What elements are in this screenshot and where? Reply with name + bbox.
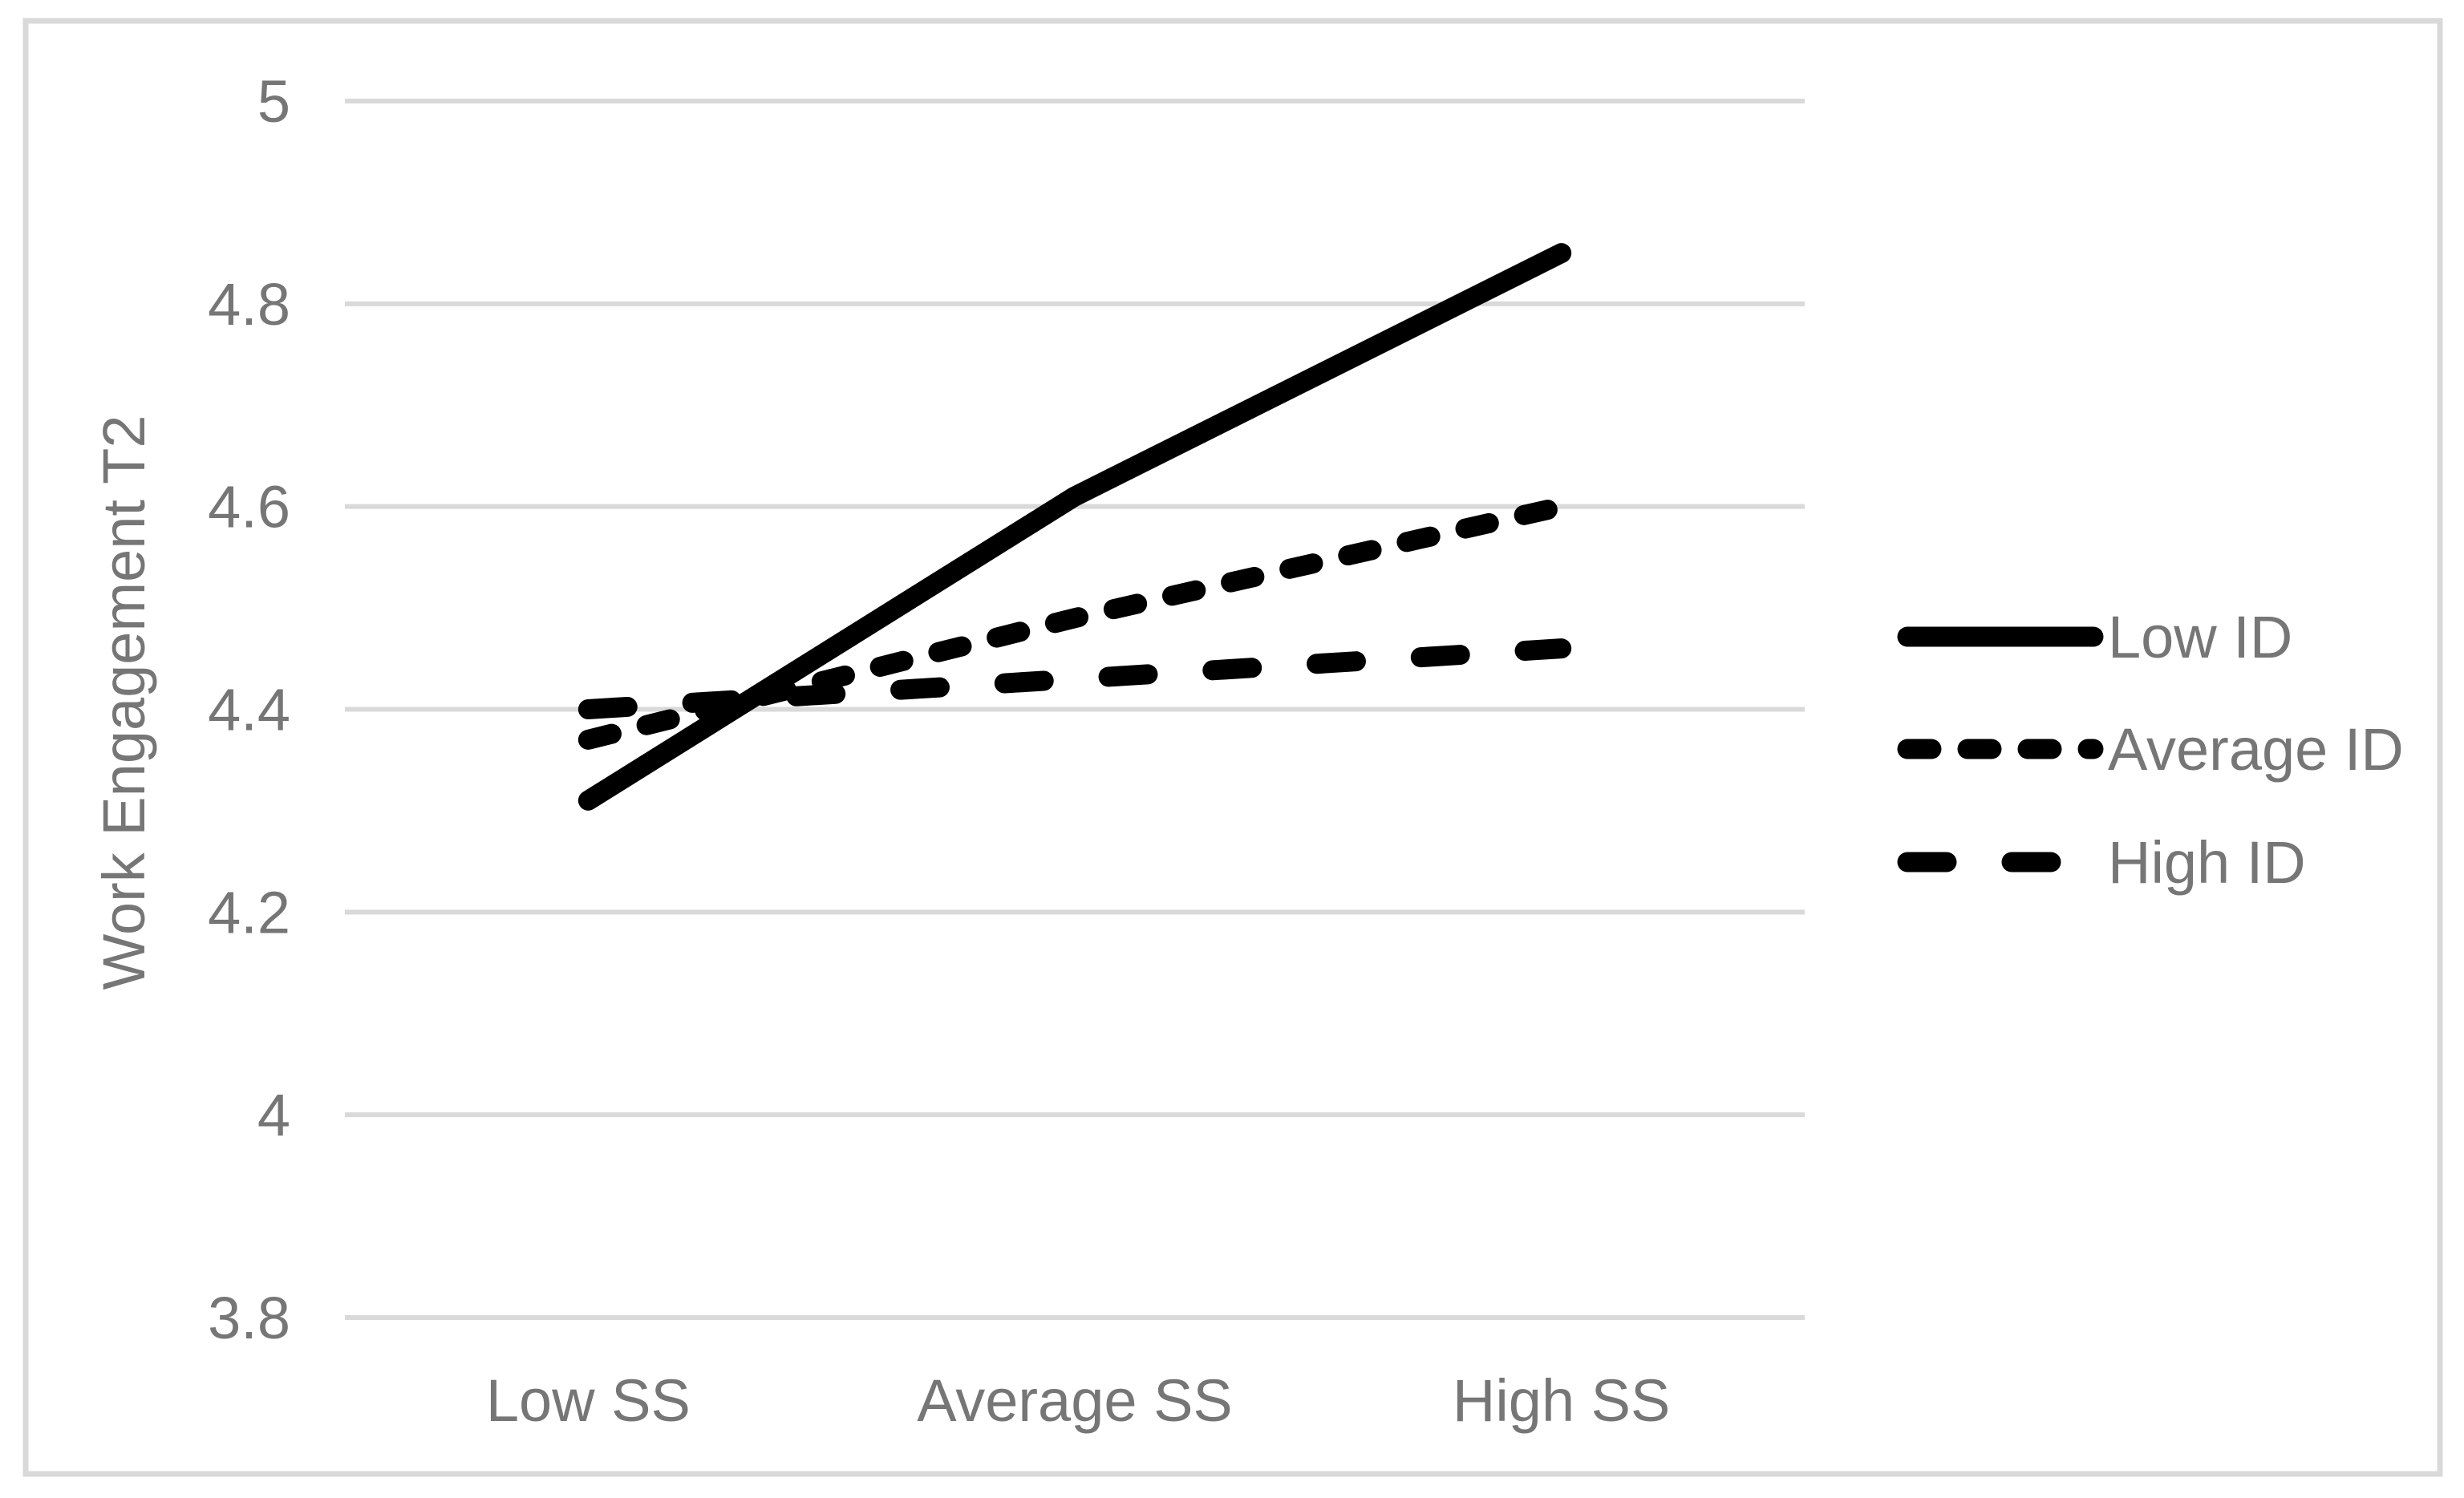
legend: Low ID Average ID High ID xyxy=(1897,604,2404,896)
y-tick-label: 4.6 xyxy=(208,474,290,540)
series-lines xyxy=(578,243,1572,811)
x-axis-category-labels: Low SS Average SS High SS xyxy=(486,1367,1671,1434)
legend-label: Low ID xyxy=(2108,604,2292,670)
x-category-label: Low SS xyxy=(486,1367,691,1434)
y-tick-label: 4.4 xyxy=(208,677,290,743)
series-line-low-id xyxy=(578,243,1572,811)
legend-item-average-id: Average ID xyxy=(1897,716,2404,783)
x-category-label: High SS xyxy=(1453,1367,1670,1434)
x-category-label: Average SS xyxy=(917,1367,1233,1434)
y-tick-label: 5 xyxy=(257,68,290,135)
legend-label: High ID xyxy=(2108,829,2306,896)
legend-item-low-id: Low ID xyxy=(1897,604,2292,670)
y-tick-label: 4.2 xyxy=(208,879,290,945)
y-axis-title: Work Engagement T2 xyxy=(91,415,157,990)
legend-label: Average ID xyxy=(2108,716,2404,783)
y-tick-label: 4 xyxy=(257,1082,290,1148)
chart-border xyxy=(22,18,2443,1477)
legend-item-high-id: High ID xyxy=(1897,829,2306,896)
y-axis-tick-labels: 5 4.8 4.6 4.4 4.2 4 3.8 xyxy=(208,68,290,1351)
y-tick-label: 3.8 xyxy=(208,1285,290,1351)
y-tick-label: 4.8 xyxy=(208,271,290,338)
series-line-average-id xyxy=(578,496,1572,750)
